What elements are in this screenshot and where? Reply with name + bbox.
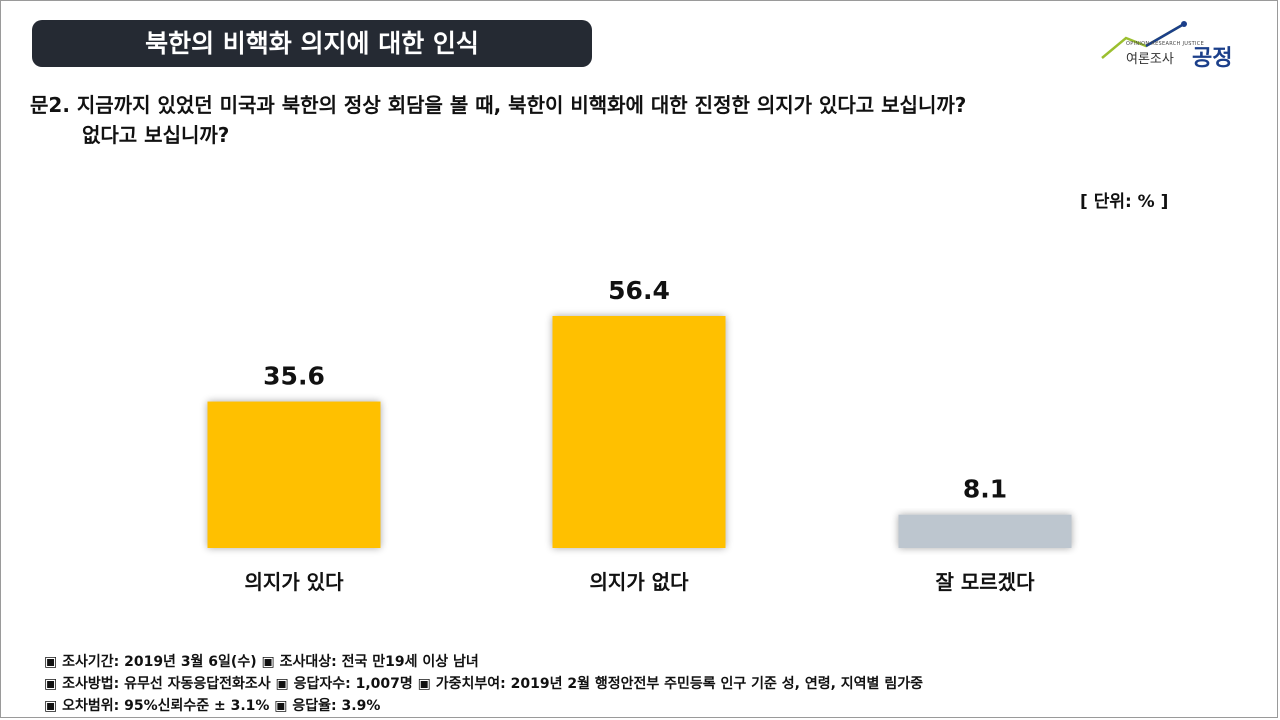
logo-brand: 공정 bbox=[1192, 46, 1233, 71]
page-title: 북한의 비핵화 의지에 대한 인식 bbox=[32, 20, 592, 67]
footer-line-3: ▣ 오차범위: 95%신뢰수준 ± 3.1% ▣ 응답율: 3.9% bbox=[44, 698, 381, 714]
data-label-1: 35.6 bbox=[263, 362, 325, 391]
footer-line-1: ▣ 조사기간: 2019년 3월 6일(수) ▣ 조사대상: 전국 만19세 이… bbox=[44, 654, 479, 670]
category-label-1: 의지가 있다 bbox=[245, 570, 345, 594]
logo-chart-icon bbox=[1101, 21, 1187, 59]
bar-1 bbox=[207, 401, 381, 548]
logo-tagline: OPINION RESEARCH JUSTICE bbox=[1126, 41, 1205, 47]
logo-text: 여론조사 bbox=[1126, 52, 1174, 67]
category-label-2: 의지가 없다 bbox=[590, 570, 690, 594]
survey-footer: ▣ 조사기간: 2019년 3월 6일(수) ▣ 조사대상: 전국 만19세 이… bbox=[44, 651, 923, 717]
question-text: 문2. 지금까지 있었던 미국과 북한의 정상 회담을 볼 때, 북한이 비핵화… bbox=[30, 90, 1260, 150]
footer-line-2: ▣ 조사방법: 유무선 자동응답전화조사 ▣ 응답자수: 1,007명 ▣ 가중… bbox=[44, 676, 923, 692]
bar-3 bbox=[898, 514, 1072, 548]
unit-label: [ 단위: % ] bbox=[1080, 192, 1169, 212]
category-label-3: 잘 모르겠다 bbox=[936, 570, 1036, 594]
logo: OPINION RESEARCH JUSTICE 여론조사 공정 bbox=[1096, 20, 1256, 72]
data-label-2: 56.4 bbox=[608, 276, 670, 305]
question-line-1: 문2. 지금까지 있었던 미국과 북한의 정상 회담을 볼 때, 북한이 비핵화… bbox=[30, 93, 967, 117]
question-line-2: 없다고 보십니까? bbox=[82, 123, 230, 147]
data-label-3: 8.1 bbox=[963, 475, 1007, 504]
bar-2 bbox=[552, 316, 726, 548]
